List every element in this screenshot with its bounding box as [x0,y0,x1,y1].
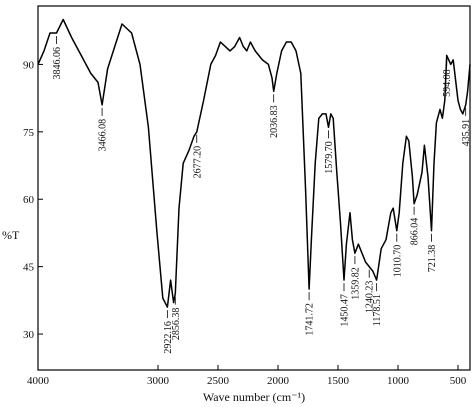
peak-label: 1359.82 [350,267,361,300]
peak-label: 721.38 [427,245,438,272]
x-axis-title: Wave number (cm⁻¹) [203,390,305,404]
y-axis-title: %T [2,228,20,242]
peak-label: 1579.70 [324,141,335,174]
x-tick-label: 3000 [147,375,170,387]
peak-label: 2856.38 [171,308,182,341]
x-tick-label: 1500 [327,375,350,387]
peak-label: 1178.51 [372,294,383,326]
y-axis-ticks: 90 75 60 45 30 [23,59,43,341]
peak-label: 3466.08 [98,119,109,152]
peak-label: 3846.06 [52,47,63,80]
y-tick-label: 60 [23,194,35,206]
y-tick-label: 30 [23,329,35,341]
peak-label: 1240.23 [365,281,376,314]
peak-label: 2922.16 [163,321,174,354]
peak-label: 594.08 [442,69,453,97]
peak-label: 1450.47 [340,294,351,327]
x-tick-label: 4000 [27,375,50,387]
x-tick-label: 2500 [207,375,230,387]
peak-label: 866.04 [410,218,421,246]
peak-label: 435.91 [461,119,472,146]
y-tick-label: 75 [23,127,35,139]
x-tick-label: 1000 [387,375,410,387]
plot-frame [37,5,471,371]
peak-label: 1010.70 [392,245,403,278]
x-tick-label: 2000 [267,375,290,387]
peak-label: 2677.20 [192,146,203,179]
y-tick-label: 90 [23,59,35,71]
y-tick-label: 45 [23,262,35,274]
x-tick-label: 500 [450,375,467,387]
peak-label: 2036.83 [269,105,280,137]
spectrum-line [37,18,471,308]
peak-label: 1741.72 [305,303,316,336]
x-axis-ticks: 4000 3000 2500 2000 1500 1000 500 [27,365,467,387]
